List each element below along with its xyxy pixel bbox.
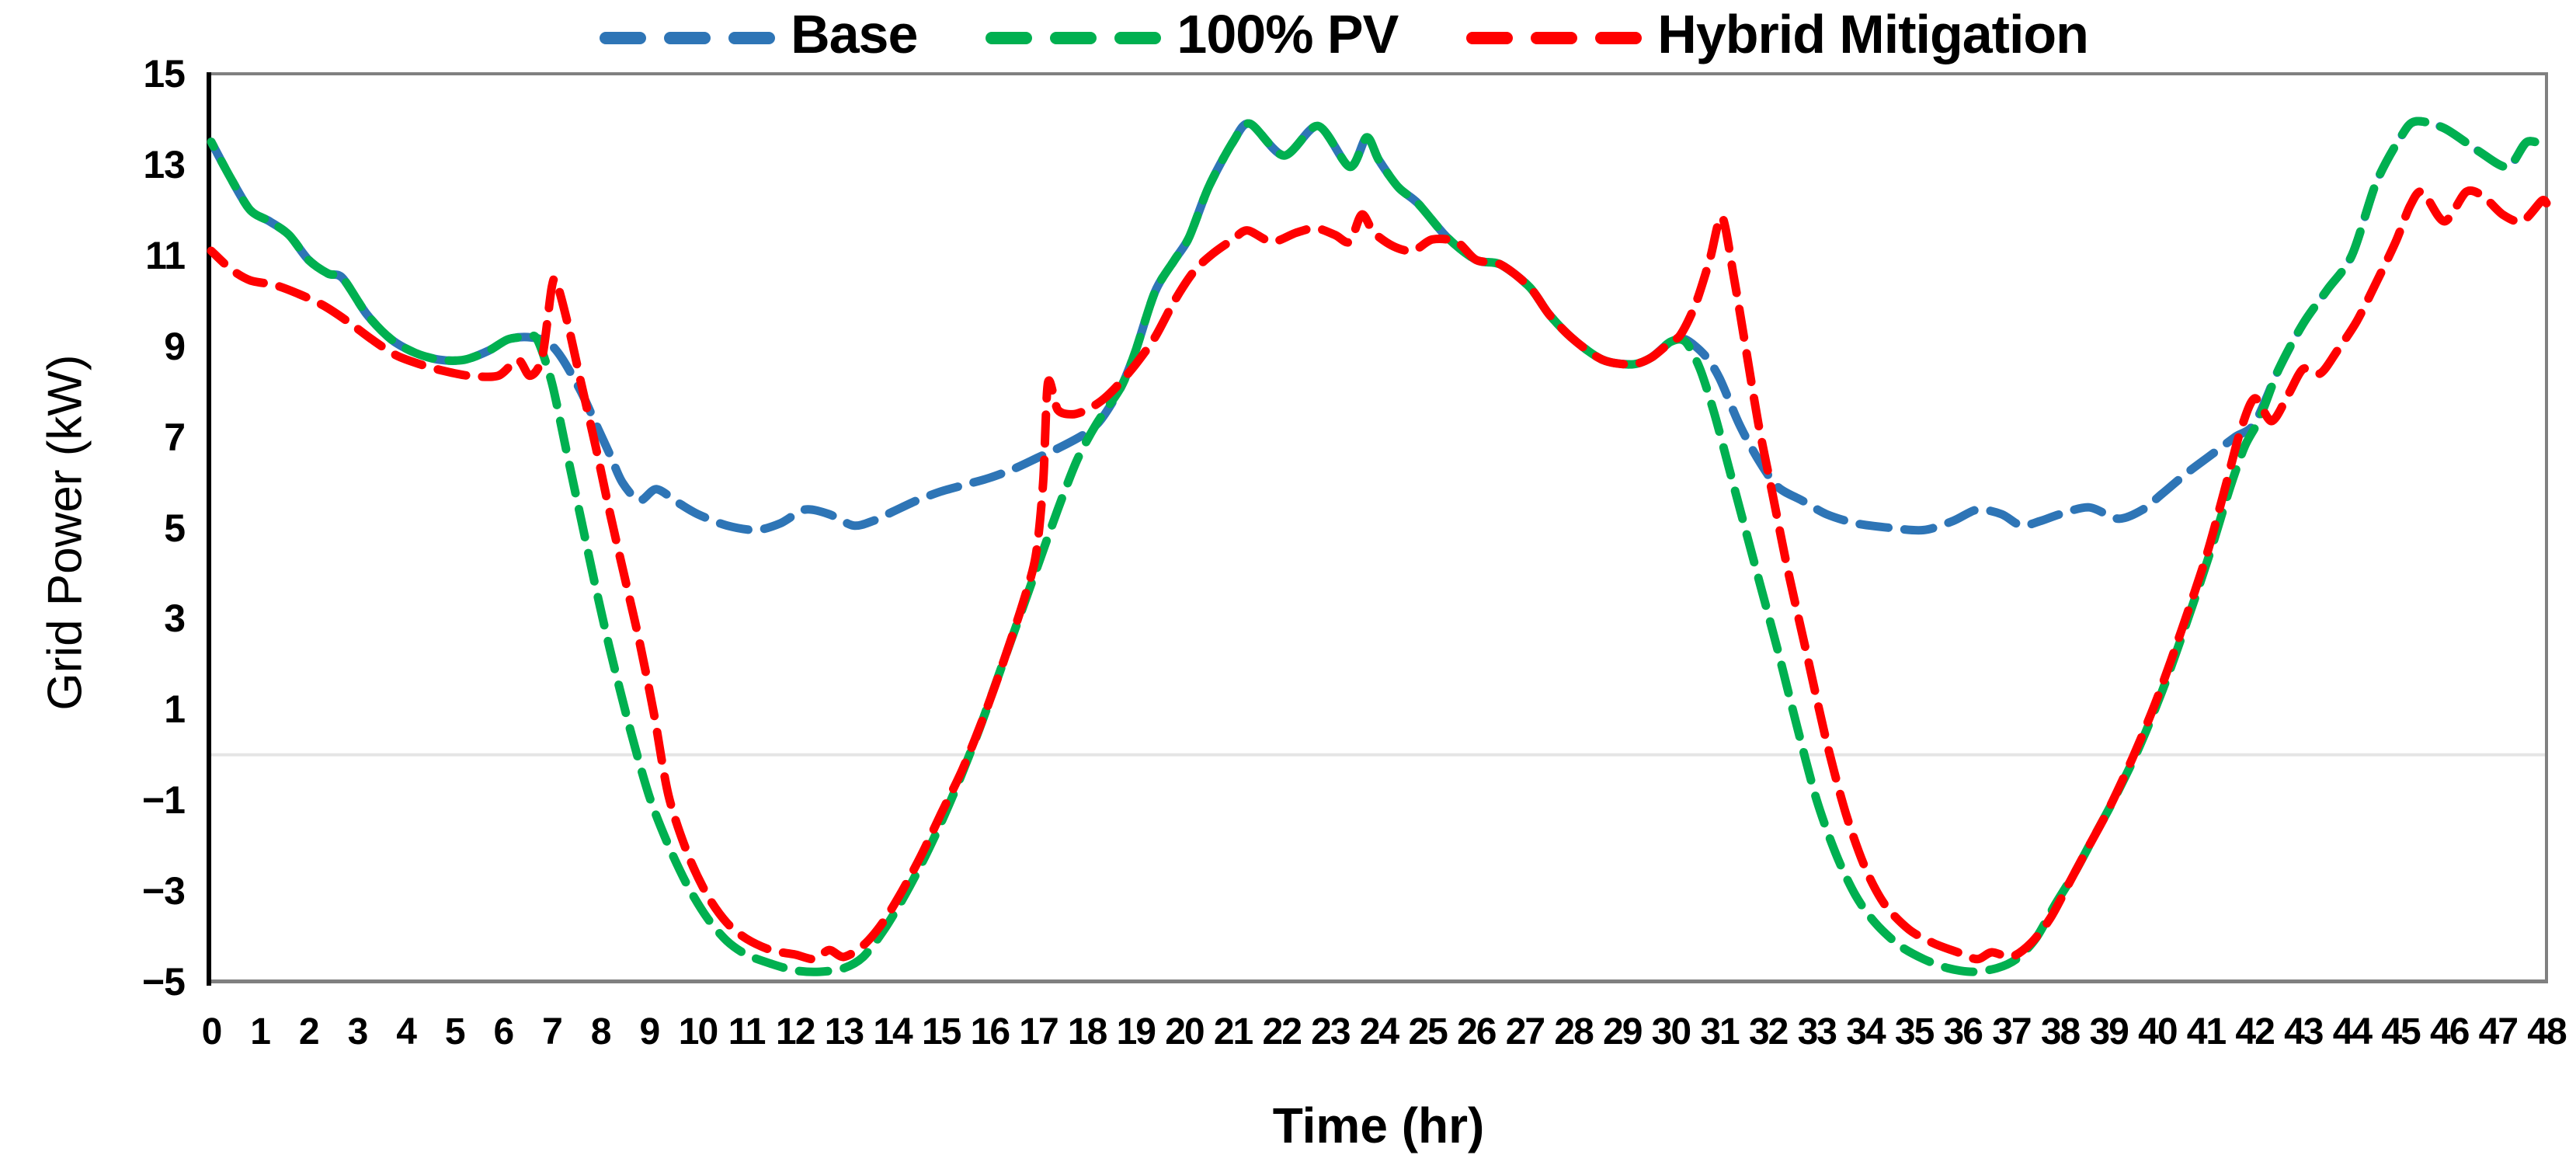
legend-dash-swatch [600,32,776,44]
x-tick-label: 12 [776,1011,815,1052]
x-tick-label: 15 [921,1011,961,1052]
x-tick-label: 10 [678,1011,718,1052]
x-tick-label: 38 [2040,1011,2081,1052]
y-tick-label: 3 [164,597,186,641]
x-tick-label: 9 [639,1011,660,1052]
x-tick-label: 45 [2381,1011,2421,1052]
x-tick-label: 19 [1116,1011,1156,1052]
x-tick-label: 35 [1894,1011,1935,1052]
legend-item-hybrid-mitigation: Hybrid Mitigation [1466,3,2089,65]
legend-label: 100% PV [1177,4,1399,64]
x-tick-label: 30 [1651,1011,1691,1052]
legend-label: Hybrid Mitigation [1657,4,2089,64]
y-tick-label: 7 [164,415,186,459]
x-tick-label: 41 [2186,1011,2227,1052]
x-tick-label: 28 [1554,1011,1594,1052]
series-line-hybrid-mitigation [207,186,2551,964]
x-tick-label: 17 [1019,1011,1059,1052]
x-tick-label: 40 [2138,1011,2178,1052]
y-axis-line [207,72,211,986]
x-tick-label: 2 [298,1011,320,1052]
x-tick-label: 4 [396,1011,417,1052]
x-tick-label: 26 [1457,1011,1497,1052]
legend-dash-swatch [1466,32,1643,44]
x-axis-title: Time (hr) [1272,1098,1485,1153]
y-tick-label: 11 [145,233,186,277]
legend-item-100-pv: 100% PV [986,3,1399,65]
x-tick-label: 48 [2527,1011,2567,1052]
x-tick-label: 1 [250,1011,271,1052]
series-line-100-pv [207,117,2551,976]
x-tick-label: 33 [1797,1011,1837,1052]
x-tick-label: 31 [1700,1011,1740,1052]
x-tick-label: 34 [1846,1011,1886,1052]
x-tick-label: 42 [2235,1011,2275,1052]
series-line-base [207,117,2551,535]
x-tick-label: 13 [824,1011,864,1052]
x-tick-label: 14 [873,1011,913,1052]
x-tick-label: 21 [1213,1011,1253,1052]
y-tick-label: 13 [143,142,186,186]
x-tick-label: 11 [728,1011,767,1052]
x-tick-label: 24 [1359,1011,1399,1052]
x-tick-label: 36 [1943,1011,1983,1052]
chart-legend: Base 100% PV Hybrid Mitigation [56,0,2576,68]
x-tick-label: 18 [1067,1011,1107,1052]
x-tick-label: 39 [2089,1011,2129,1052]
x-tick-label: 29 [1603,1011,1643,1052]
x-tick-label: 46 [2430,1011,2470,1052]
x-tick-label: 20 [1165,1011,1205,1052]
y-tick-label: 1 [164,687,186,732]
y-tick-label: −1 [141,778,186,823]
x-tick-label: 0 [201,1011,223,1052]
x-tick-label: 32 [1748,1011,1789,1052]
y-tick-label: 9 [164,324,186,368]
x-tick-label: 47 [2478,1011,2519,1052]
x-tick-label: 27 [1505,1011,1545,1052]
x-tick-label: 44 [2332,1011,2373,1052]
x-tick-label: 37 [1992,1011,2032,1052]
x-tick-label: 3 [347,1011,369,1052]
x-tick-label: 16 [970,1011,1010,1052]
legend-dash-swatch [986,32,1162,44]
y-tick-label: −5 [141,960,186,1004]
x-tick-label: 22 [1262,1011,1302,1052]
y-tick-label: −3 [141,869,186,913]
legend-label: Base [791,4,918,64]
y-axis-title: Grid Power (kW) [38,354,92,711]
x-tick-label: 7 [542,1011,563,1052]
x-tick-label: 8 [590,1011,612,1052]
y-tick-label: 5 [164,506,186,550]
x-tick-label: 5 [444,1011,466,1052]
x-tick-label: 43 [2284,1011,2324,1052]
legend-item-base: Base [600,3,918,65]
plot-area [209,72,2548,983]
x-tick-label: 23 [1311,1011,1351,1052]
x-tick-label: 6 [493,1011,515,1052]
x-tick-label: 25 [1408,1011,1448,1052]
y-tick-label: 15 [143,52,186,96]
